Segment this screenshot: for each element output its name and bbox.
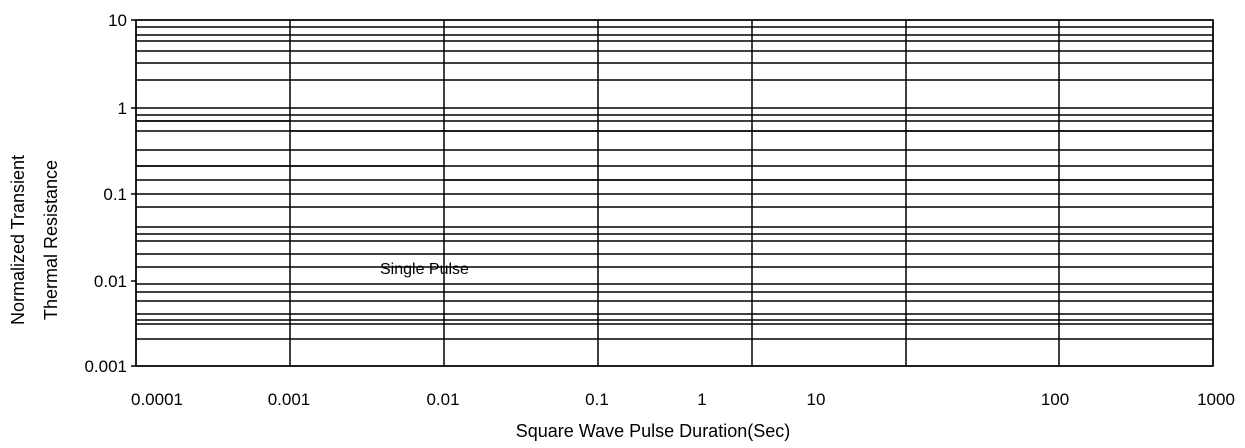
x-tick-label: 0.0001 bbox=[131, 390, 183, 409]
y-tick-labels: 10 1 0.1 0.01 0.001 bbox=[84, 11, 127, 376]
grid-layer bbox=[135, 19, 1214, 367]
annotations: Single Pulse bbox=[380, 261, 469, 278]
tick-marks bbox=[131, 19, 136, 367]
y-tick-label: 0.01 bbox=[94, 272, 127, 291]
single-pulse-label: Single Pulse bbox=[380, 261, 469, 278]
x-tick-label: 1000 bbox=[1197, 390, 1235, 409]
x-tick-label: 0.1 bbox=[585, 390, 609, 409]
x-tick-label: 10 bbox=[807, 390, 826, 409]
y-axis-title-line-1: Normalized Transient bbox=[8, 155, 28, 325]
y-tick-label: 0.1 bbox=[103, 185, 127, 204]
y-tick-label: 10 bbox=[108, 11, 127, 30]
x-tick-label: 100 bbox=[1041, 390, 1069, 409]
x-axis-title: Square Wave Pulse Duration(Sec) bbox=[516, 421, 790, 441]
y-axis-title-line-2: Thermal Resistance bbox=[41, 160, 61, 320]
y-tick-label: 1 bbox=[118, 99, 127, 118]
x-tick-label: 0.001 bbox=[268, 390, 311, 409]
x-tick-labels: 0.0001 0.001 0.01 0.1 1 10 100 1000 bbox=[131, 390, 1235, 409]
x-tick-label: 0.01 bbox=[426, 390, 459, 409]
x-tick-label: 1 bbox=[697, 390, 706, 409]
y-tick-label: 0.001 bbox=[84, 357, 127, 376]
